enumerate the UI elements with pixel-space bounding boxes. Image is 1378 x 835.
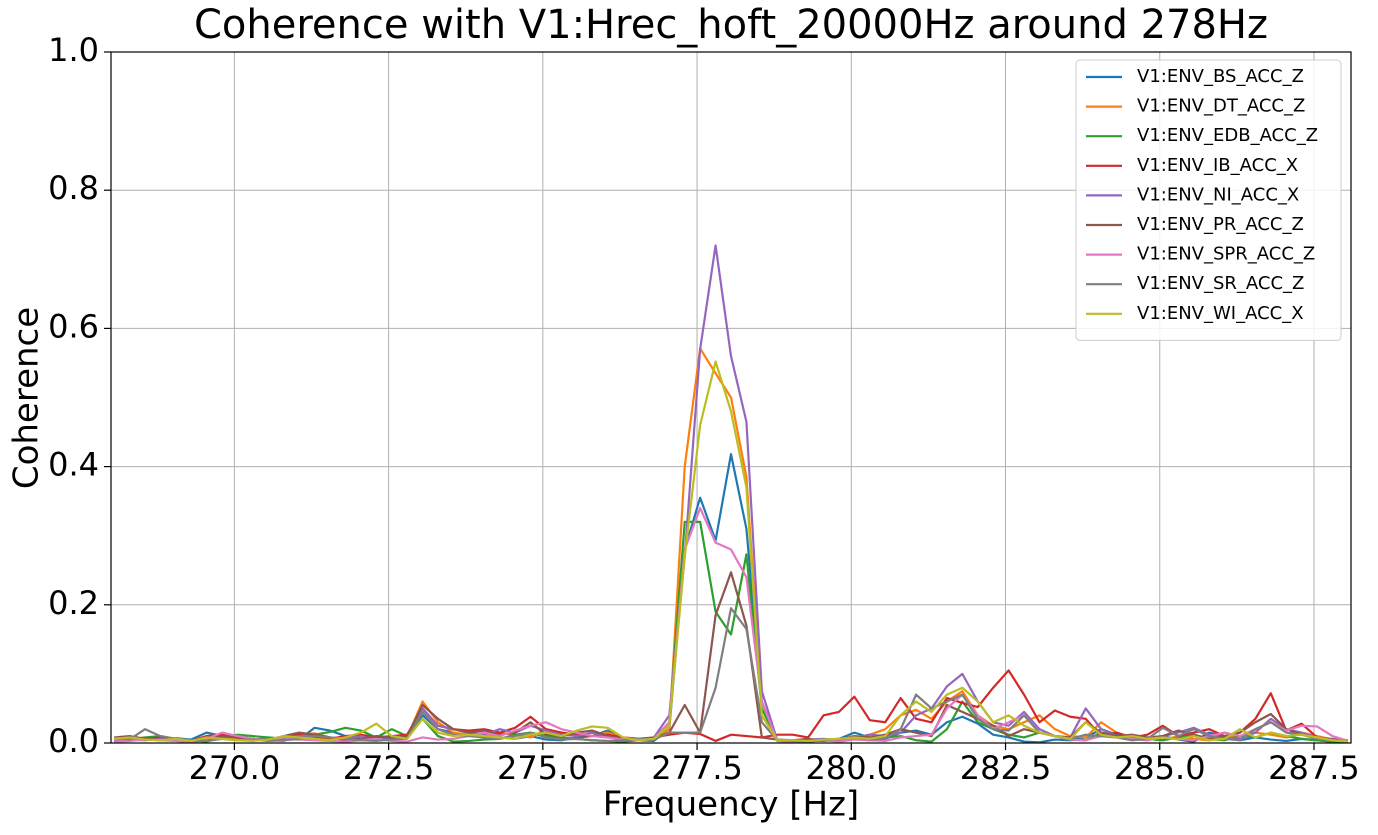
legend-label: V1:ENV_IB_ACC_X xyxy=(1137,155,1298,176)
x-tick-label: 277.5 xyxy=(651,749,743,787)
y-tick-label: 0.2 xyxy=(48,584,99,622)
x-axis-label: Frequency [Hz] xyxy=(603,785,859,825)
y-tick-label: 0.0 xyxy=(48,722,99,760)
legend-label: V1:ENV_NI_ACC_X xyxy=(1137,184,1299,205)
legend: V1:ENV_BS_ACC_Z V1:ENV_DT_ACC_Z V1:ENV_EDB… xyxy=(1075,59,1342,341)
chart-title: Coherence with V1:Hrec_hoft_20000Hz arou… xyxy=(194,2,1268,48)
legend-label: V1:ENV_BS_ACC_Z xyxy=(1137,66,1304,87)
x-tick-label: 275.0 xyxy=(497,749,589,787)
series-line xyxy=(113,360,1349,743)
legend-label: V1:ENV_SPR_ACC_Z xyxy=(1137,244,1315,265)
series-line xyxy=(113,607,1349,743)
x-tick-label: 280.0 xyxy=(805,749,897,787)
y-tick-label: 1.0 xyxy=(48,31,99,69)
y-tick-label: 0.4 xyxy=(48,446,99,484)
legend-label: V1:ENV_WI_ACC_X xyxy=(1137,303,1304,324)
y-tick-label: 0.6 xyxy=(48,307,99,345)
plot-lines xyxy=(113,244,1349,743)
legend-label: V1:ENV_PR_ACC_Z xyxy=(1137,214,1304,235)
y-axis-label: Coherence xyxy=(7,307,47,489)
legend-box xyxy=(1075,59,1342,341)
legend-label: V1:ENV_SR_ACC_Z xyxy=(1137,273,1304,294)
x-tick-label: 285.0 xyxy=(1114,749,1206,787)
plot-frame xyxy=(110,51,1352,744)
x-tick-label: 282.5 xyxy=(960,749,1052,787)
x-tick-label: 272.5 xyxy=(343,749,435,787)
y-tick-label: 0.8 xyxy=(48,169,99,207)
legend-label: V1:ENV_DT_ACC_Z xyxy=(1137,96,1305,117)
x-tick-label: 270.0 xyxy=(189,749,281,787)
x-tick-label: 287.5 xyxy=(1268,749,1360,787)
ticks: 270.0 272.5 275.0 277.5 280.0 282.5 285.0 287.5… xyxy=(48,31,1360,787)
legend-label: V1:ENV_EDB_ACC_Z xyxy=(1137,125,1318,146)
